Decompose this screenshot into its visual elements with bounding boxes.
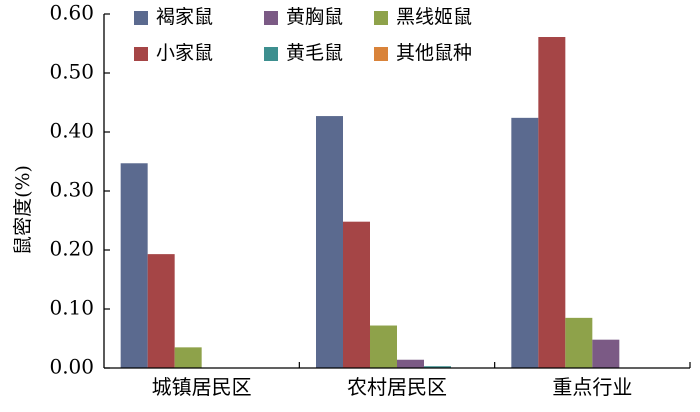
bar-黑线姬鼠-重点行业	[565, 317, 593, 368]
legend-swatch-黑线姬鼠	[374, 11, 388, 25]
bar-小家鼠-城镇居民区	[147, 254, 175, 368]
legend-label: 黄胸鼠	[286, 6, 343, 28]
legend-label: 其他鼠种	[396, 42, 472, 64]
y-axis: 0.00 0.10 0.20 0.30 0.40 0.50 0.60	[49, 1, 110, 379]
y-tick-label: 0.30	[49, 178, 94, 202]
bar-黄胸鼠-农村居民区	[397, 359, 424, 368]
x-category-label: 重点行业	[552, 375, 632, 399]
legend-swatch-褐家鼠	[134, 11, 148, 25]
y-tick-label: 0.00	[49, 355, 94, 379]
y-tick-label: 0.50	[49, 60, 94, 84]
y-tick-label: 0.60	[49, 1, 94, 25]
legend-swatch-黄胸鼠	[264, 11, 278, 25]
y-tick-label: 0.10	[49, 296, 94, 320]
bars	[120, 37, 620, 368]
legend-swatch-黄毛鼠	[264, 47, 278, 61]
bar-黑线姬鼠-农村居民区	[370, 325, 397, 368]
bar-褐家鼠-重点行业	[511, 117, 539, 368]
bar-小家鼠-重点行业	[538, 37, 566, 368]
legend-label: 黄毛鼠	[286, 42, 343, 64]
bar-黑线姬鼠-城镇居民区	[174, 347, 202, 368]
bar-褐家鼠-城镇居民区	[120, 163, 148, 368]
x-category-label: 城镇居民区	[152, 375, 252, 399]
legend-label: 小家鼠	[156, 42, 213, 64]
bar-小家鼠-农村居民区	[343, 221, 370, 368]
bar-黄毛鼠-农村居民区	[424, 366, 451, 368]
x-axis: 城镇居民区 农村居民区 重点行业	[104, 362, 691, 399]
x-category-label: 农村居民区	[347, 375, 447, 399]
legend-swatch-小家鼠	[134, 47, 148, 61]
legend-label: 黑线姬鼠	[396, 6, 472, 28]
legend-label: 褐家鼠	[156, 6, 213, 28]
y-axis-label: 鼠密度(%)	[12, 165, 34, 255]
y-tick-label: 0.40	[49, 119, 94, 143]
bar-褐家鼠-农村居民区	[316, 116, 343, 368]
y-tick-label: 0.20	[49, 237, 94, 261]
legend-swatch-其他鼠种	[374, 47, 388, 61]
bar-黄胸鼠-重点行业	[592, 339, 620, 368]
